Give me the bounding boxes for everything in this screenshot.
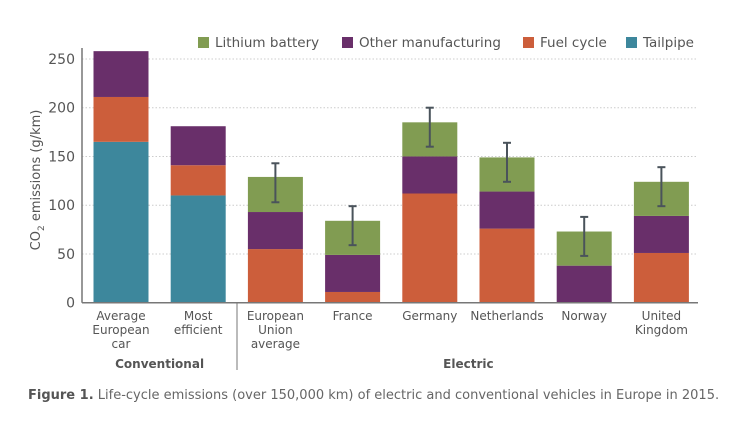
bar-segment-tailpipe [93, 141, 149, 303]
bar-segment-fuel-cycle [170, 165, 226, 196]
bar-segment-other-manufacturing [325, 254, 381, 292]
x-tick-label: Germany [402, 309, 457, 323]
legend-swatch [198, 37, 209, 48]
x-tick-label: France [333, 309, 373, 323]
bar-segment-fuel-cycle [325, 291, 381, 303]
x-tick-label: car [112, 337, 131, 351]
y-axis-label: CO2 emissions (g/km) [29, 110, 47, 251]
bar-segment-fuel-cycle [479, 228, 535, 303]
group-label: Conventional [115, 357, 204, 371]
legend-label: Tailpipe [642, 35, 694, 51]
bar-segment-fuel-cycle [247, 249, 303, 303]
legend-swatch [523, 37, 534, 48]
y-tick-label: 0 [66, 296, 75, 312]
y-tick-label: 100 [48, 198, 75, 214]
legend-label: Lithium battery [215, 35, 319, 51]
legend-swatch [626, 37, 637, 48]
x-tick-label: Netherlands [470, 309, 543, 323]
x-tick-label: Kingdom [635, 323, 688, 337]
bar-segment-other-manufacturing [93, 51, 149, 97]
x-tick-label: Average [96, 309, 145, 323]
group-label: Electric [443, 357, 493, 371]
legend-swatch [342, 37, 353, 48]
y-tick-label: 50 [57, 247, 75, 263]
bar-segment-fuel-cycle [402, 193, 458, 303]
x-tick-label: European [247, 309, 304, 323]
bar-segment-other-manufacturing [170, 126, 226, 166]
caption-text: Life-cycle emissions (over 150,000 km) o… [93, 388, 720, 403]
bar-segment-other-manufacturing [479, 191, 535, 229]
stacked-bar-chart: 0 50 100 150 200 250 CO2 emissions (g/km) Avera… [29, 35, 698, 371]
figure-caption: Figure 1. Life-cycle emissions (over 150… [28, 386, 728, 405]
y-tick-label: 150 [48, 149, 75, 165]
x-tick-label: Norway [561, 309, 607, 323]
x-tick-label: efficient [174, 323, 223, 337]
bar-segment-tailpipe [170, 195, 226, 303]
bar-segment-fuel-cycle [633, 252, 689, 303]
x-tick-label: Most [184, 309, 213, 323]
caption-label: Figure 1. [28, 388, 94, 403]
bar-segment-other-manufacturing [247, 212, 303, 250]
bar-segment-fuel-cycle [93, 96, 149, 142]
legend-label: Other manufacturing [359, 35, 501, 51]
y-tick-label: 250 [48, 52, 75, 68]
x-tick-label: United [642, 309, 681, 323]
y-tick-label: 200 [48, 101, 75, 117]
x-tick-label: European [92, 323, 149, 337]
bar-segment-other-manufacturing [633, 215, 689, 253]
legend-label: Fuel cycle [540, 35, 607, 51]
x-tick-label: Union [258, 323, 293, 337]
bar-segment-other-manufacturing [402, 156, 458, 194]
bar-segment-other-manufacturing [556, 265, 612, 303]
x-tick-label: average [251, 337, 300, 351]
